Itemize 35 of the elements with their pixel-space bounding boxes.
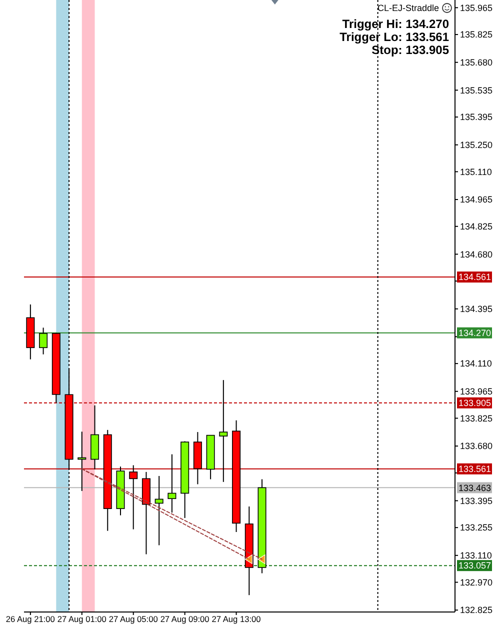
y-tick-label: 134.680 xyxy=(460,249,493,260)
annotation: Trigger Lo: 133.561 xyxy=(340,30,450,44)
y-tick-label: 135.395 xyxy=(460,112,493,122)
x-tick-label: 27 Aug 05:00 xyxy=(108,614,159,624)
y-tick-label: 133.825 xyxy=(460,413,493,424)
y-tick-label: 133.965 xyxy=(460,386,493,397)
y-tick-label: 133.395 xyxy=(460,496,493,506)
ref-line-label: 134.561 xyxy=(458,272,492,282)
y-tick-label: 135.680 xyxy=(460,58,493,68)
y-tick-label: 135.965 xyxy=(460,2,493,13)
y-tick-label: 134.395 xyxy=(460,304,493,314)
annotation: Trigger Hi: 134.270 xyxy=(342,17,450,31)
y-tick-label: 133.255 xyxy=(460,522,493,533)
ref-line-label: 133.561 xyxy=(458,464,492,474)
annotation: Stop: 133.905 xyxy=(372,43,450,57)
ref-line-label: 133.463 xyxy=(458,482,492,493)
ref-line-label: 133.905 xyxy=(458,398,492,408)
x-tick-label: 27 Aug 13:00 xyxy=(212,614,262,624)
y-tick-label: 134.965 xyxy=(460,194,493,205)
x-tick-label: 27 Aug 09:00 xyxy=(160,614,210,624)
x-tick-label: 27 Aug 01:00 xyxy=(57,614,108,624)
y-tick-label: 135.250 xyxy=(460,140,493,150)
y-tick-label: 135.110 xyxy=(460,166,492,177)
y-tick-label: 132.825 xyxy=(460,605,493,616)
x-tick-label: 26 Aug 21:00 xyxy=(6,614,56,624)
y-tick-label: 134.825 xyxy=(460,222,493,232)
ref-line-label: 134.270 xyxy=(458,328,492,338)
y-tick-label: 135.535 xyxy=(460,85,493,96)
y-tick-label: 134.110 xyxy=(460,358,492,369)
y-tick-label: 135.825 xyxy=(460,30,493,40)
annotation: CL-EJ-Straddle xyxy=(377,3,439,13)
y-tick-label: 133.680 xyxy=(460,441,493,452)
ref-line-label: 133.057 xyxy=(458,560,492,571)
y-tick-label: 132.970 xyxy=(460,577,493,588)
y-tick-label: 133.110 xyxy=(460,550,492,561)
